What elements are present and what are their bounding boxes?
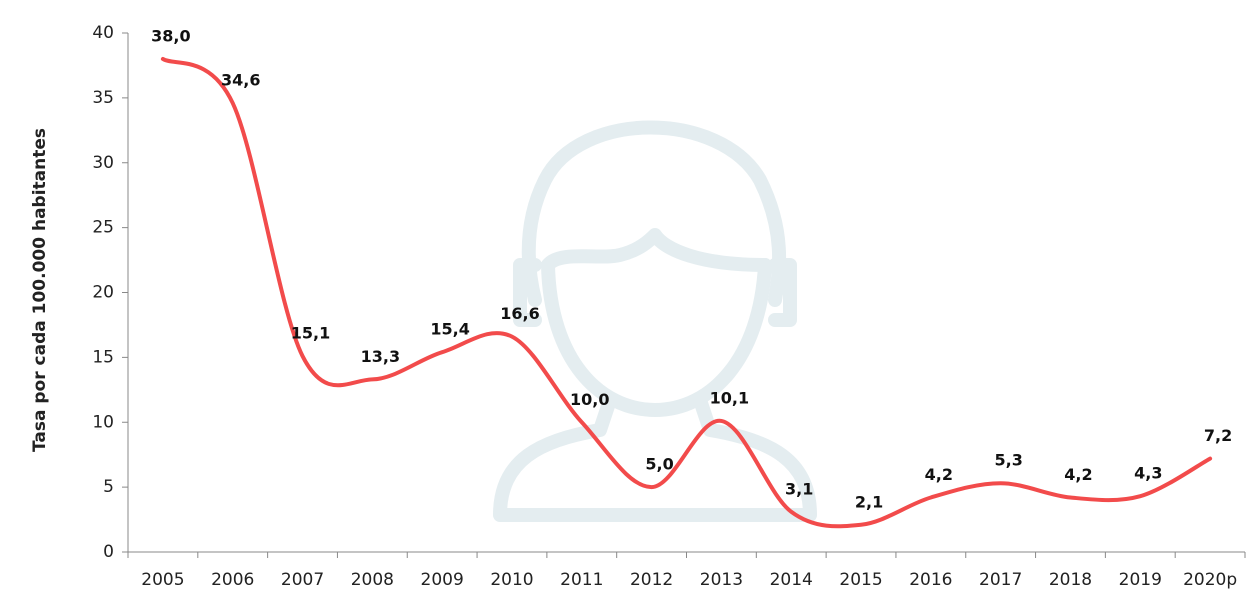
x-tick-label: 2013	[700, 570, 743, 590]
y-tick-label: 25	[92, 218, 114, 238]
y-tick-label: 0	[103, 542, 114, 562]
y-tick-label: 35	[92, 88, 114, 108]
line	[160, 56, 1213, 529]
y-tick-label: 20	[92, 283, 114, 303]
value-label: 15,4	[430, 320, 469, 339]
x-tick-label: 2011	[560, 570, 603, 590]
x-tick-label: 2007	[281, 570, 324, 590]
y-tick-label: 15	[92, 347, 114, 367]
x-tick-label: 2005	[141, 570, 184, 590]
x-tick-label: 2010	[490, 570, 533, 590]
y-tick-label: 5	[103, 477, 114, 497]
x-tick-label: 2008	[351, 570, 394, 590]
value-label: 3,1	[785, 479, 813, 498]
value-label: 38,0	[151, 26, 190, 45]
value-label: 5,0	[645, 455, 673, 474]
x-tick-label: 2020p	[1183, 570, 1237, 590]
value-label: 7,2	[1204, 426, 1232, 445]
y-tick-label: 10	[92, 412, 114, 432]
x-tick-label: 2014	[770, 570, 813, 590]
x-tick-label: 2016	[909, 570, 952, 590]
x-tick-label: 2018	[1049, 570, 1092, 590]
value-label: 10,0	[570, 390, 609, 409]
x-tick-label: 2015	[839, 570, 882, 590]
value-label: 2,1	[855, 492, 883, 511]
value-label: 5,3	[994, 451, 1022, 470]
value-label: 15,1	[291, 324, 330, 343]
x-tick-label: 2017	[979, 570, 1022, 590]
value-label: 4,2	[925, 465, 953, 484]
value-label: 34,6	[221, 71, 260, 90]
value-label: 4,3	[1134, 464, 1162, 483]
x-tick-label: 2012	[630, 570, 673, 590]
y-tick-label: 30	[92, 153, 114, 173]
value-label: 10,1	[710, 388, 749, 407]
x-tick-label: 2019	[1119, 570, 1162, 590]
y-axis-label: Tasa por cada 100.000 habitantes	[30, 128, 50, 452]
y-tick-label: 40	[92, 23, 114, 43]
value-label: 16,6	[500, 304, 539, 323]
x-tick-label: 2009	[421, 570, 464, 590]
background-icon	[493, 120, 817, 522]
value-label: 4,2	[1064, 465, 1092, 484]
x-tick-label: 2006	[211, 570, 254, 590]
value-label: 13,3	[361, 347, 400, 366]
